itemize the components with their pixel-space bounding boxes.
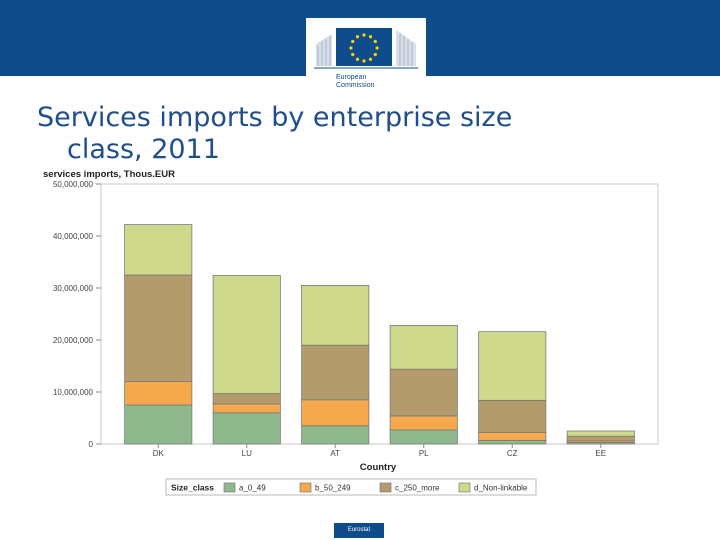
slide-title: Services imports by enterprise size clas… <box>37 102 677 166</box>
x-tick-label: DK <box>153 449 165 458</box>
bar-PL-a_0_49 <box>389 429 458 445</box>
legend-swatch <box>458 482 471 493</box>
bars <box>124 224 635 445</box>
logo-text: European Commission <box>336 74 375 90</box>
bar-CZ-b_50_249 <box>478 432 547 441</box>
legend-label: c_250_more <box>395 484 440 493</box>
y-tick-label: 30,000,000 <box>53 284 94 293</box>
x-tick-label: PL <box>419 449 429 458</box>
bar-LU-d_Non-linkable <box>212 275 281 394</box>
y-tick-label: 0 <box>89 440 94 449</box>
logo-text-line1: European <box>336 74 367 81</box>
legend-title: Size_class <box>171 483 214 493</box>
x-axis: DK LU AT PL CZ EE <box>153 444 606 458</box>
bar-DK-d_Non-linkable <box>124 224 193 276</box>
bar-AT-c_250_more <box>301 344 370 401</box>
bar-LU-c_250_more <box>212 393 281 405</box>
x-tick-label: EE <box>595 449 606 458</box>
bar-CZ-c_250_more <box>478 399 547 433</box>
bar-AT-d_Non-linkable <box>301 285 370 346</box>
y-tick-label: 50,000,000 <box>53 180 94 189</box>
legend-label: b_50_249 <box>315 484 351 493</box>
slide-title-line2: class, 2011 <box>67 134 220 165</box>
bar-PL-d_Non-linkable <box>389 325 458 370</box>
y-tick-label: 20,000,000 <box>53 336 94 345</box>
bar-DK-c_250_more <box>124 274 193 382</box>
eurostat-tag: Eurostat <box>334 523 384 538</box>
bar-LU-a_0_49 <box>212 412 281 445</box>
bar-EE-d_Non-linkable <box>566 430 635 437</box>
y-tick-label: 40,000,000 <box>53 232 94 241</box>
bar-EE-c_250_more <box>566 435 635 442</box>
slide-title-line1: Services imports by enterprise size <box>37 102 513 133</box>
logo-text-line2: Commission <box>336 82 375 89</box>
bar-DK-a_0_49 <box>124 404 193 445</box>
y-axis: 0 10,000,000 20,000,000 30,000,000 40,000,00… <box>53 180 101 449</box>
bar-AT-a_0_49 <box>301 425 370 445</box>
legend-label: d_Non-linkable <box>474 484 528 493</box>
x-tick-label: AT <box>330 449 340 458</box>
legend-swatch <box>223 482 236 493</box>
bar-DK-b_50_249 <box>124 381 193 406</box>
chart-title: services imports, Thous.EUR <box>43 169 175 180</box>
plot-area <box>100 183 659 445</box>
x-tick-label: LU <box>242 449 252 458</box>
legend-label: a_0_49 <box>239 484 266 493</box>
bar-PL-b_50_249 <box>389 415 458 431</box>
stacked-bar-chart: services imports, Thous.EUR 0 10,000,000 2… <box>43 169 659 496</box>
bar-AT-b_50_249 <box>301 399 370 427</box>
commission-building-icon <box>314 28 418 69</box>
y-tick-label: 10,000,000 <box>53 388 94 397</box>
legend: Size_class a_0_49 b_50_249 c_250_more d_Non-… <box>165 478 537 496</box>
legend-swatch <box>299 482 312 493</box>
bar-CZ-d_Non-linkable <box>478 331 547 401</box>
bar-PL-c_250_more <box>389 368 458 417</box>
bar-CZ-a_0_49 <box>478 439 547 445</box>
european-commission-logo: European Commission <box>306 18 426 100</box>
x-axis-title: Country <box>360 462 397 473</box>
legend-swatch <box>379 482 392 493</box>
bar-LU-b_50_249 <box>212 403 281 414</box>
x-tick-label: CZ <box>507 449 518 458</box>
legend-box <box>165 478 537 496</box>
